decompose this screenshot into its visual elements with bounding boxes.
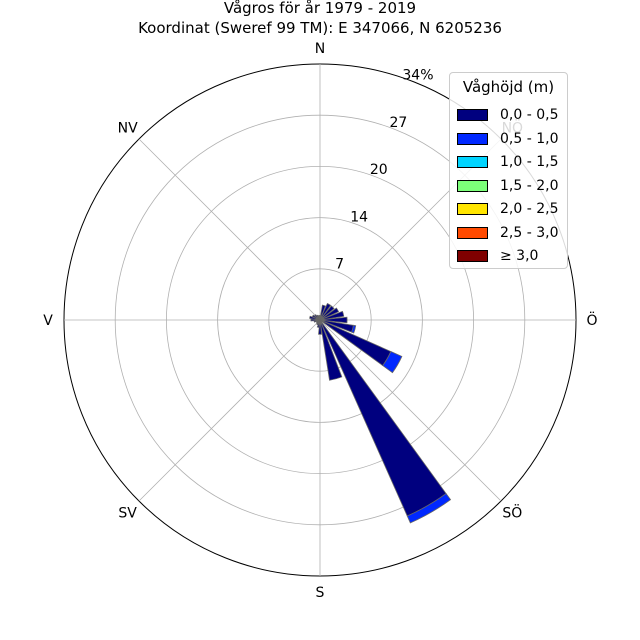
chart-title: Vågros för år 1979 - 2019 — [223, 0, 417, 17]
grid-spoke — [138, 138, 321, 321]
rose-sector-30-bin-0 — [319, 302, 332, 321]
legend-item: 2,0 - 2,5 — [457, 199, 558, 219]
direction-label: V — [43, 313, 53, 329]
legend-item: 1,0 - 1,5 — [457, 152, 558, 172]
legend-swatch — [457, 132, 488, 145]
grid-spoke — [319, 319, 502, 502]
legend-label: 1,5 - 2,0 — [500, 177, 559, 194]
legend-title: Våghöjd (m) — [462, 78, 555, 96]
legend-item: 2,5 - 3,0 — [457, 223, 558, 243]
rose-sector-105-bin-1 — [351, 324, 357, 334]
legend-label: ≥ 3,0 — [500, 248, 539, 264]
legend-item: 0,5 - 1,0 — [457, 129, 558, 149]
legend-label: 2,0 - 2,5 — [500, 201, 559, 217]
legend-item: 0,0 - 0,5 — [457, 105, 558, 125]
radial-tick-label: 7 — [335, 257, 344, 273]
legend-item: ≥ 3,0 — [457, 246, 538, 266]
legend-swatch — [457, 179, 488, 192]
direction-label: S — [316, 585, 325, 601]
legend-label: 2,5 - 3,0 — [500, 224, 559, 241]
radial-tick-label: 34% — [402, 67, 433, 83]
legend-swatch — [457, 226, 488, 239]
legend-swatch — [457, 156, 488, 168]
radial-tick-label: 14 — [350, 209, 368, 225]
rose-sector-45-bin-0 — [319, 305, 335, 321]
legend-swatch — [457, 203, 488, 215]
direction-label: N — [315, 41, 325, 57]
direction-label: SV — [118, 505, 137, 521]
direction-label: SÖ — [502, 503, 522, 521]
rose-sector-90-bin-0 — [319, 316, 348, 324]
direction-label: NV — [118, 121, 138, 137]
grid-spoke — [138, 319, 321, 502]
rose-sector-60-bin-0 — [319, 307, 340, 321]
legend-swatch — [457, 250, 488, 262]
legend-label: 1,0 - 1,5 — [500, 154, 559, 170]
radial-tick-label: 27 — [389, 115, 407, 131]
radial-tick-label: 20 — [370, 162, 388, 178]
legend-item: 1,5 - 2,0 — [457, 176, 558, 196]
direction-label: Ö — [586, 311, 597, 329]
legend-swatch — [457, 109, 488, 121]
rose-sector-165-bin-0 — [319, 319, 343, 381]
rose-sector-120-bin-1 — [382, 351, 403, 374]
rose-sector-75-bin-0 — [319, 310, 345, 321]
legend-label: 0,5 - 1,0 — [500, 130, 559, 147]
legend: Våghöjd (m) 0,0 - 0,5 0,5 - 1,0 1,0 - 1,5 1… — [449, 72, 568, 269]
rose-sector-270-bin-0 — [310, 318, 321, 322]
rose-sector-150-bin-1 — [406, 493, 452, 524]
rose-sector-345-bin-0 — [317, 315, 321, 321]
rose-sector-180-bin-0 — [318, 319, 322, 335]
legend-label: 0,0 - 0,5 — [500, 107, 559, 123]
chart-subtitle: Koordinat (Sweref 99 TM): E 347066, N 62… — [138, 19, 502, 37]
